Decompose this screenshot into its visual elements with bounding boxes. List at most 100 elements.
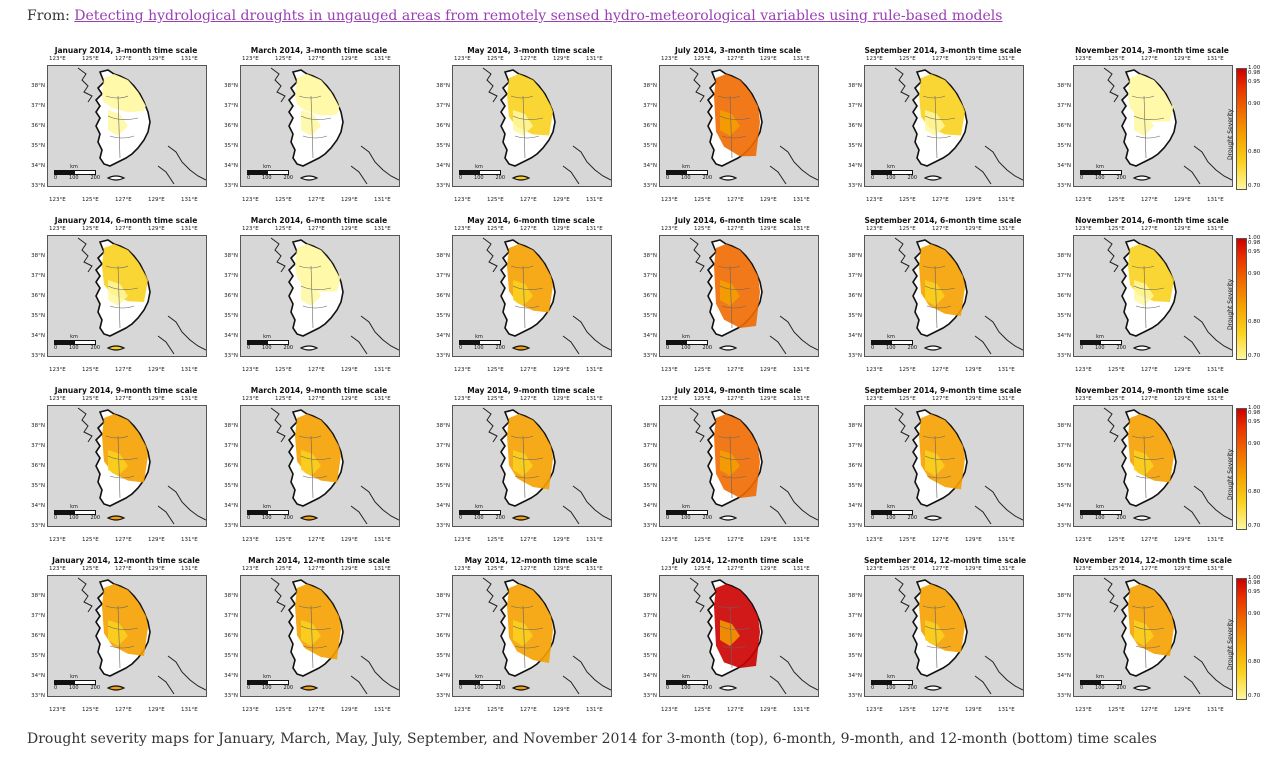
lat-tick-label: 38°N (31, 423, 45, 429)
lon-tick-label: 125°E (487, 226, 504, 232)
lat-tick-label: 37°N (436, 443, 450, 449)
scale-bar-tick: 200 (702, 685, 712, 691)
scale-bar-ticks: 0 100 200 (247, 345, 293, 351)
lat-tick-label: 38°N (1057, 423, 1071, 429)
panel-title: November 2014, 9-month time scale (1075, 386, 1229, 395)
lon-tick-label: 129°E (965, 197, 982, 203)
map-area: km 0 100 200 (1073, 235, 1233, 357)
lon-tick-label: 131°E (374, 226, 391, 232)
scale-bar: km 0 100 200 (247, 674, 293, 691)
korea-map (77, 67, 206, 185)
scale-bar-tick: 200 (907, 515, 917, 521)
scale-bar-unit: km (1096, 334, 1104, 340)
lat-tick-label: 33°N (643, 693, 657, 699)
lon-tick-label: 129°E (341, 707, 358, 713)
lon-tick-label: 127°E (727, 707, 744, 713)
lon-tick-label: 125°E (487, 197, 504, 203)
lon-tick-label: 123°E (1075, 56, 1092, 62)
drought-map-panel: September 2014, 3-month time scale 123°E 1… (844, 46, 1032, 211)
lon-tick-label: 125°E (82, 707, 99, 713)
scale-bar-graphic (54, 510, 96, 515)
article-link[interactable]: Detecting hydrological droughts in ungau… (74, 8, 1003, 24)
lon-tick-label: 123°E (49, 566, 66, 572)
drought-severity-area (295, 74, 341, 116)
scale-bar-graphic (247, 170, 289, 175)
scale-bar-tick: 0 (871, 345, 875, 351)
colorbar-tick: 0.90 (1248, 441, 1261, 447)
scale-bar-graphic (871, 170, 913, 175)
drought-severity-area (1134, 280, 1154, 306)
lat-tick-label: 37°N (1057, 103, 1071, 109)
lon-tick-label: 127°E (115, 707, 132, 713)
lon-tick-label: 125°E (1108, 396, 1125, 402)
lon-tick-label: 125°E (694, 367, 711, 373)
scale-bar-ticks: 0 100 200 (871, 175, 917, 181)
scale-bar: km 0 100 200 (1080, 504, 1126, 521)
scale-bar-tick: 200 (495, 345, 505, 351)
lon-tick-label: 123°E (454, 56, 471, 62)
drought-map-panel: May 2014, 6-month time scale 123°E 123°E 12… (432, 216, 620, 381)
panel-title: July 2014, 6-month time scale (674, 216, 801, 225)
lat-tick-label: 37°N (224, 273, 238, 279)
lat-tick-label: 37°N (224, 613, 238, 619)
scale-bar-tick: 200 (90, 175, 100, 181)
lat-tick-label: 35°N (31, 653, 45, 659)
drought-severity-area (301, 110, 321, 136)
drought-severity-area (720, 280, 740, 306)
lon-tick-label: 131°E (793, 197, 810, 203)
lat-tick-label: 37°N (31, 273, 45, 279)
map-area: km 0 100 200 (864, 405, 1024, 527)
lon-tick-label: 125°E (694, 396, 711, 402)
map-area: km 0 100 200 (452, 235, 612, 357)
scale-bar-tick: 0 (871, 175, 875, 181)
lon-tick-label: 127°E (932, 537, 949, 543)
scale-bar-graphic (871, 340, 913, 345)
lon-tick-label: 129°E (965, 537, 982, 543)
lon-tick-label: 131°E (793, 566, 810, 572)
scale-bar-graphic (666, 170, 708, 175)
lat-tick-label: 35°N (1057, 313, 1071, 319)
drought-map-panel: January 2014, 9-month time scale 123°E 123… (27, 386, 215, 551)
province-boundaries (510, 265, 544, 329)
lat-tick-label: 38°N (848, 253, 862, 259)
drought-severity-figure[interactable]: January 2014, 3-month time scale 123°E 123… (27, 46, 1260, 716)
lon-tick-label: 125°E (82, 566, 99, 572)
lon-tick-label: 129°E (553, 566, 570, 572)
colorbar (1236, 68, 1247, 190)
province-boundaries (105, 435, 139, 499)
jeju-island (923, 685, 943, 691)
lon-tick-label: 127°E (308, 367, 325, 373)
lat-tick-label: 35°N (31, 483, 45, 489)
lon-tick-label: 125°E (275, 537, 292, 543)
lon-tick-label: 127°E (520, 197, 537, 203)
lat-tick-label: 37°N (643, 613, 657, 619)
lat-tick-label: 38°N (1057, 253, 1071, 259)
lon-tick-label: 125°E (487, 566, 504, 572)
lat-tick-label: 36°N (848, 123, 862, 129)
lon-tick-label: 127°E (115, 56, 132, 62)
lon-tick-label: 125°E (899, 396, 916, 402)
panel-title: March 2014, 9-month time scale (250, 386, 388, 395)
scale-bar-unit: km (263, 334, 271, 340)
scale-bar-tick: 200 (702, 175, 712, 181)
drought-severity-area (108, 110, 128, 136)
scale-bar: km 0 100 200 (1080, 164, 1126, 181)
panel-title: July 2014, 12-month time scale (672, 556, 804, 565)
scale-bar-unit: km (1096, 164, 1104, 170)
lat-tick-label: 35°N (224, 653, 238, 659)
lat-tick-label: 34°N (643, 163, 657, 169)
lon-tick-label: 127°E (308, 226, 325, 232)
lon-tick-label: 127°E (520, 56, 537, 62)
lon-tick-label: 129°E (965, 56, 982, 62)
scale-bar-unit: km (70, 504, 78, 510)
scale-bar: km 0 100 200 (666, 674, 712, 691)
lon-tick-label: 123°E (49, 56, 66, 62)
scale-bar-ticks: 0 100 200 (871, 685, 917, 691)
lon-tick-label: 125°E (275, 396, 292, 402)
lon-tick-label: 131°E (998, 707, 1015, 713)
scale-bar-ticks: 0 100 200 (1080, 175, 1126, 181)
panel-title: March 2014, 12-month time scale (248, 556, 390, 565)
scale-bar-ticks: 0 100 200 (54, 175, 100, 181)
colorbar-tick: 0.98 (1248, 580, 1261, 586)
province-boundaries (1131, 605, 1165, 669)
